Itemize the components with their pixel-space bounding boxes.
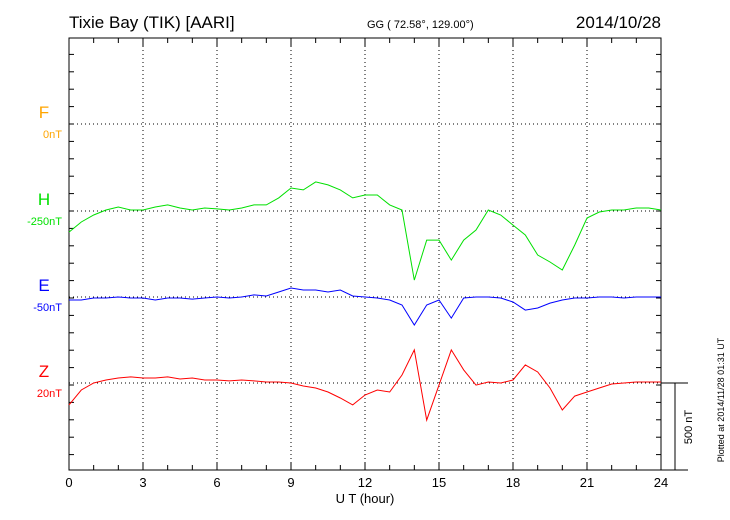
x-tick-label: 21 <box>580 475 594 490</box>
series-offset-e: -50nT <box>33 302 62 314</box>
x-tick-label: 18 <box>506 475 520 490</box>
series-label-h: H <box>38 190 50 209</box>
series-label-e: E <box>38 276 49 295</box>
scale-bar-label: 500 nT <box>683 410 695 445</box>
x-tick-label: 0 <box>65 475 72 490</box>
x-axis-label: U T (hour) <box>336 491 395 506</box>
series-offset-z: 20nT <box>37 388 62 400</box>
x-tick-label: 3 <box>139 475 146 490</box>
series-offset-h: -250nT <box>27 216 62 228</box>
series-label-z: Z <box>39 362 49 381</box>
chart-title: Tixie Bay (TIK) [AARI] <box>69 13 235 32</box>
series-line-e <box>69 287 661 326</box>
x-tick-label: 12 <box>358 475 372 490</box>
x-tick-label: 6 <box>213 475 220 490</box>
plotted-note: Plotted at 2014/11/28 01:31 UT <box>716 337 726 462</box>
x-tick-label: 15 <box>432 475 446 490</box>
series-offset-f: 0nT <box>43 129 62 141</box>
x-tick-label: 24 <box>654 475 668 490</box>
x-tick-label: 9 <box>287 475 294 490</box>
series-line-h <box>68 181 662 281</box>
chart-date: 2014/10/28 <box>576 13 661 32</box>
series-label-f: F <box>39 103 49 122</box>
series-line-z <box>68 348 661 423</box>
station-coords: GG ( 72.58°, 129.00°) <box>367 19 474 31</box>
